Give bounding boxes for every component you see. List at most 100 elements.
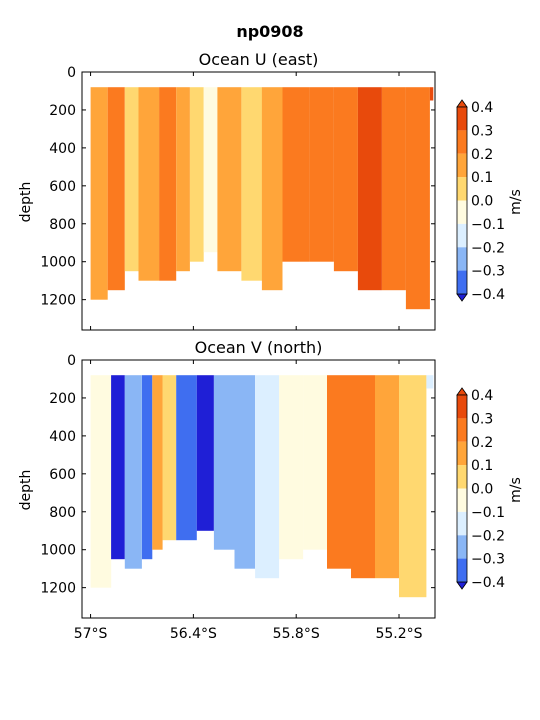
data-column bbox=[176, 375, 197, 541]
colorbar: 0.4 0.3 0.2 0.1 0.0 −0.1 −0.2 −0.3 −0.4 m/s bbox=[456, 387, 524, 591]
colorbar: 0.4 0.3 0.2 0.1 0.0 −0.1 −0.2 −0.3 −0.4 m/s bbox=[456, 99, 524, 303]
colorbar-segment bbox=[457, 535, 467, 559]
colorbar-segment bbox=[457, 177, 467, 201]
axes-frame bbox=[81, 359, 436, 619]
data-column bbox=[152, 375, 163, 550]
data-column bbox=[375, 375, 399, 579]
colorbar-tick-label: −0.1 bbox=[471, 217, 505, 233]
colorbar-segment bbox=[457, 511, 467, 536]
colorbar-tick-label: 0.3 bbox=[471, 411, 493, 427]
colorbar-segment bbox=[457, 200, 467, 224]
data-column bbox=[241, 87, 262, 281]
y-axis-label: depth bbox=[18, 470, 34, 511]
data-column bbox=[309, 87, 334, 262]
colorbar-tick-label: −0.2 bbox=[471, 528, 505, 544]
y-axis-label: depth bbox=[18, 182, 34, 223]
data-column bbox=[176, 87, 190, 272]
axes-frame bbox=[81, 71, 436, 331]
data-column bbox=[429, 87, 434, 101]
data-column bbox=[327, 375, 351, 569]
colorbar-segment bbox=[457, 153, 467, 178]
y-tick-label: 600 bbox=[49, 467, 76, 483]
panel-title: Ocean V (north) bbox=[195, 338, 323, 357]
panel-2: 0 200 400 600 800 1000 1200 57°S 56.4°S 55.8°S 55.… bbox=[18, 338, 524, 642]
colorbar-segment bbox=[457, 488, 467, 512]
y-tick-label: 1200 bbox=[40, 581, 76, 597]
colorbar-tick-label: 0.1 bbox=[471, 170, 493, 186]
data-column bbox=[279, 375, 304, 560]
data-column bbox=[90, 87, 108, 300]
data-column bbox=[333, 87, 358, 272]
colorbar-tick-label: −0.4 bbox=[471, 575, 505, 591]
colorbar-segment bbox=[457, 130, 467, 154]
data-column bbox=[381, 87, 406, 291]
data-column bbox=[405, 87, 430, 310]
y-tick-label: 1000 bbox=[40, 255, 76, 271]
y-tick-label: 200 bbox=[49, 103, 76, 119]
colorbar-segment bbox=[457, 441, 467, 466]
data-column bbox=[213, 375, 235, 550]
colorbar-tick-label: −0.1 bbox=[471, 505, 505, 521]
colorbar-frame bbox=[456, 394, 468, 583]
colorbar-segment bbox=[457, 418, 467, 442]
figure-title: np0908 bbox=[236, 22, 303, 41]
colorbar-extend-min bbox=[456, 293, 468, 302]
colorbar-extend-max bbox=[456, 387, 468, 396]
colorbar-segment bbox=[457, 247, 467, 271]
y-tick-label: 800 bbox=[49, 217, 76, 233]
y-tick-label: 400 bbox=[49, 429, 76, 445]
panel-1: 0 200 400 600 800 1000 1200 Ocean U (east) depth… bbox=[18, 50, 524, 331]
x-tick-label: 55.8°S bbox=[273, 626, 320, 642]
colorbar-label: m/s bbox=[508, 189, 524, 215]
data-column bbox=[203, 87, 218, 253]
colorbar-tick-label: −0.3 bbox=[471, 264, 505, 280]
data-column bbox=[124, 87, 139, 272]
data-column bbox=[159, 87, 177, 281]
colorbar-extend-max bbox=[456, 99, 468, 108]
colorbar-frame bbox=[456, 106, 468, 295]
colorbar-tick-label: −0.4 bbox=[471, 287, 505, 303]
y-tick-label: 800 bbox=[49, 505, 76, 521]
data-column bbox=[90, 375, 112, 588]
data-column bbox=[399, 375, 427, 598]
colorbar-label: m/s bbox=[508, 477, 524, 503]
data-column bbox=[255, 375, 280, 579]
data-column bbox=[261, 87, 283, 291]
colorbar-segment bbox=[457, 465, 467, 489]
y-tick-label: 1200 bbox=[40, 293, 76, 309]
colorbar-segment bbox=[457, 395, 467, 419]
panels: 0 200 400 600 800 1000 1200 Ocean U (east) depth… bbox=[18, 50, 524, 642]
colorbar-tick-label: 0.1 bbox=[471, 458, 493, 474]
x-tick-label: 55.2°S bbox=[375, 626, 422, 642]
colorbar-tick-label: 0.3 bbox=[471, 123, 493, 139]
x-tick-label: 57°S bbox=[74, 626, 108, 642]
y-tick-label: 200 bbox=[49, 391, 76, 407]
colorbar-tick-label: 0.2 bbox=[471, 435, 493, 451]
data-column bbox=[234, 375, 256, 569]
colorbar-tick-label: 0.4 bbox=[471, 100, 493, 116]
data-column bbox=[303, 375, 328, 550]
data-column bbox=[426, 375, 434, 389]
colorbar-tick-label: 0.4 bbox=[471, 388, 493, 404]
data-column bbox=[111, 375, 125, 560]
data-column bbox=[162, 375, 177, 541]
data-column bbox=[282, 87, 310, 262]
colorbar-tick-label: 0.2 bbox=[471, 147, 493, 163]
colorbar-extend-min bbox=[456, 581, 468, 590]
data-column bbox=[196, 375, 214, 531]
colorbar-tick-label: 0.0 bbox=[471, 482, 493, 498]
y-tick-label: 600 bbox=[49, 179, 76, 195]
data-column bbox=[124, 375, 142, 569]
colorbar-tick-label: 0.0 bbox=[471, 194, 493, 210]
panel-title: Ocean U (east) bbox=[199, 50, 319, 69]
y-tick-label: 1000 bbox=[40, 543, 76, 559]
data-column bbox=[217, 87, 242, 272]
data-column bbox=[142, 375, 153, 560]
colorbar-segment bbox=[457, 223, 467, 248]
data-column bbox=[138, 87, 160, 281]
colorbar-segment bbox=[457, 270, 467, 294]
y-tick-label: 0 bbox=[67, 65, 76, 81]
data-column bbox=[357, 87, 382, 291]
colorbar-tick-label: −0.3 bbox=[471, 552, 505, 568]
